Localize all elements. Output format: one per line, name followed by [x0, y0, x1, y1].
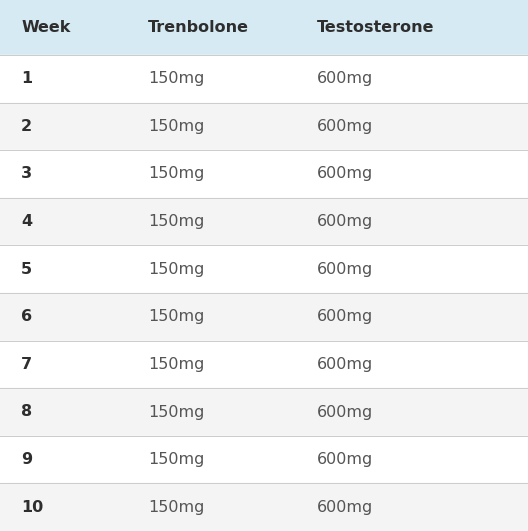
- Text: 150mg: 150mg: [148, 167, 204, 182]
- Text: 8: 8: [21, 405, 32, 419]
- Text: 600mg: 600mg: [317, 214, 373, 229]
- Text: 2: 2: [21, 119, 32, 134]
- Text: 5: 5: [21, 262, 32, 277]
- Text: 1: 1: [21, 71, 32, 87]
- Text: 10: 10: [21, 500, 43, 515]
- Text: 150mg: 150mg: [148, 119, 204, 134]
- Text: Trenbolone: Trenbolone: [148, 20, 249, 35]
- Text: 600mg: 600mg: [317, 71, 373, 87]
- Bar: [0, 340, 528, 388]
- Text: 150mg: 150mg: [148, 500, 204, 515]
- Bar: [0, 150, 528, 198]
- Text: 600mg: 600mg: [317, 452, 373, 467]
- Text: 600mg: 600mg: [317, 309, 373, 324]
- Bar: [0, 55, 528, 102]
- Bar: [0, 102, 528, 150]
- Text: 600mg: 600mg: [317, 262, 373, 277]
- Text: 600mg: 600mg: [317, 500, 373, 515]
- Bar: [0, 483, 528, 531]
- Text: 4: 4: [21, 214, 32, 229]
- Text: 6: 6: [21, 309, 32, 324]
- Text: 150mg: 150mg: [148, 309, 204, 324]
- Text: 7: 7: [21, 357, 32, 372]
- Text: 150mg: 150mg: [148, 71, 204, 87]
- Bar: [0, 0, 528, 55]
- Text: 9: 9: [21, 452, 32, 467]
- Text: 150mg: 150mg: [148, 405, 204, 419]
- Text: 150mg: 150mg: [148, 452, 204, 467]
- Text: 600mg: 600mg: [317, 405, 373, 419]
- Text: 150mg: 150mg: [148, 214, 204, 229]
- Text: 150mg: 150mg: [148, 262, 204, 277]
- Bar: [0, 388, 528, 436]
- Text: 600mg: 600mg: [317, 167, 373, 182]
- Bar: [0, 245, 528, 293]
- Text: Testosterone: Testosterone: [317, 20, 435, 35]
- Text: Week: Week: [21, 20, 71, 35]
- Text: 3: 3: [21, 167, 32, 182]
- Bar: [0, 198, 528, 245]
- Bar: [0, 436, 528, 483]
- Text: 600mg: 600mg: [317, 119, 373, 134]
- Bar: [0, 293, 528, 340]
- Text: 150mg: 150mg: [148, 357, 204, 372]
- Text: 600mg: 600mg: [317, 357, 373, 372]
